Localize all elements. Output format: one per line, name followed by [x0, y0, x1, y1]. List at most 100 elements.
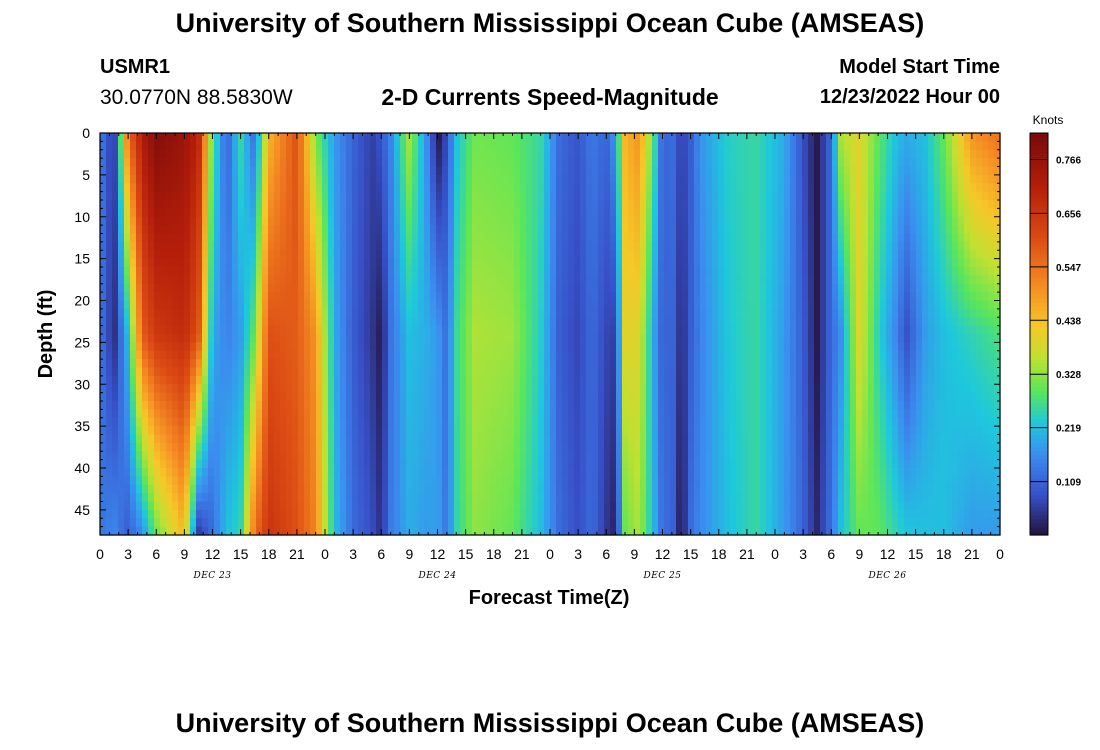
- heatmap-cell: [718, 359, 725, 369]
- heatmap-cell: [370, 216, 377, 226]
- heatmap-cell: [310, 292, 317, 302]
- heatmap-cell: [430, 183, 437, 193]
- heatmap-cell: [436, 158, 443, 168]
- heatmap-cell: [280, 409, 287, 419]
- heatmap-cell: [334, 191, 341, 201]
- heatmap-cell: [208, 509, 215, 519]
- heatmap-cell: [598, 442, 605, 452]
- heatmap-cell: [262, 158, 269, 168]
- heatmap-cell: [130, 325, 137, 335]
- heatmap-cell: [184, 493, 191, 503]
- heatmap-cell: [376, 359, 383, 369]
- heatmap-cell: [502, 334, 509, 343]
- heatmap-cell: [370, 501, 377, 511]
- heatmap-cell: [274, 141, 281, 151]
- heatmap-cell: [538, 484, 545, 494]
- heatmap-cell: [400, 518, 407, 528]
- heatmap-cell: [586, 191, 593, 201]
- heatmap-cell: [484, 484, 491, 494]
- heatmap-cell: [556, 526, 563, 536]
- heatmap-cell: [670, 317, 677, 327]
- heatmap-cell: [682, 426, 689, 436]
- heatmap-cell: [196, 208, 203, 218]
- heatmap-cell: [700, 459, 707, 469]
- heatmap-cell: [640, 334, 647, 343]
- heatmap-cell: [172, 208, 179, 218]
- heatmap-cell: [550, 258, 557, 268]
- heatmap-cell: [538, 158, 545, 168]
- heatmap-cell: [154, 401, 161, 410]
- heatmap-cell: [400, 384, 407, 394]
- heatmap-cell: [622, 141, 629, 151]
- heatmap-cell: [250, 200, 257, 209]
- heatmap-cell: [538, 434, 545, 444]
- heatmap-cell: [244, 442, 251, 452]
- heatmap-cell: [130, 166, 137, 176]
- heatmap-cell: [688, 250, 695, 260]
- heatmap-cell: [160, 325, 167, 335]
- heatmap-cell: [700, 292, 707, 302]
- heatmap-cell: [100, 149, 107, 159]
- heatmap-cell: [304, 166, 311, 176]
- heatmap-cell: [658, 518, 665, 528]
- heatmap-cell: [634, 384, 641, 394]
- heatmap-cell: [100, 258, 107, 268]
- heatmap-cell: [490, 158, 497, 168]
- heatmap-cell: [322, 417, 329, 427]
- heatmap-cell: [232, 459, 239, 469]
- heatmap-cell: [424, 359, 431, 369]
- heatmap-cell: [148, 308, 155, 318]
- heatmap-cell: [466, 225, 473, 235]
- heatmap-cell: [550, 141, 557, 151]
- heatmap-cell: [568, 359, 575, 369]
- heatmap-cell: [514, 392, 521, 402]
- heatmap-cell: [262, 166, 269, 176]
- heatmap-cell: [376, 526, 383, 536]
- heatmap-cell: [172, 275, 179, 285]
- heatmap-cell: [106, 200, 113, 209]
- heatmap-cell: [160, 434, 167, 444]
- heatmap-cell: [202, 392, 209, 402]
- heatmap-cell: [274, 283, 281, 293]
- heatmap-cell: [538, 283, 545, 293]
- heatmap-cell: [508, 501, 515, 511]
- heatmap-cell: [148, 208, 155, 218]
- heatmap-cell: [574, 233, 581, 243]
- heatmap-cell: [706, 367, 713, 377]
- heatmap-cell: [508, 442, 515, 452]
- heatmap-cell: [154, 442, 161, 452]
- heatmap-cell: [274, 442, 281, 452]
- heatmap-cell: [652, 459, 659, 469]
- heatmap-cell: [604, 283, 611, 293]
- heatmap-cell: [268, 509, 275, 519]
- heatmap-cell: [106, 166, 113, 176]
- heatmap-cell: [292, 200, 299, 209]
- heatmap-cell: [472, 275, 479, 285]
- heatmap-cell: [316, 334, 323, 343]
- heatmap-cell: [478, 275, 485, 285]
- heatmap-cell: [346, 149, 353, 159]
- heatmap-cell: [706, 409, 713, 419]
- heatmap-cell: [352, 426, 359, 436]
- heatmap-cell: [376, 451, 383, 461]
- heatmap-cell: [508, 275, 515, 285]
- heatmap-cell: [334, 317, 341, 327]
- heatmap-cell: [100, 359, 107, 369]
- heatmap-cell: [598, 401, 605, 410]
- heatmap-cell: [388, 283, 395, 293]
- heatmap-cell: [274, 275, 281, 285]
- heatmap-cell: [124, 434, 131, 444]
- heatmap-cell: [526, 417, 533, 427]
- heatmap-cell: [514, 241, 521, 251]
- heatmap-cell: [550, 275, 557, 285]
- heatmap-cell: [310, 283, 317, 293]
- heatmap-cell: [460, 417, 467, 427]
- heatmap-cell: [310, 141, 317, 151]
- heatmap-cell: [262, 468, 269, 477]
- heatmap-cell: [184, 267, 191, 276]
- heatmap-cell: [376, 250, 383, 260]
- heatmap-cell: [328, 292, 335, 302]
- heatmap-cell: [514, 308, 521, 318]
- heatmap-cell: [238, 417, 245, 427]
- heatmap-cell: [580, 183, 587, 193]
